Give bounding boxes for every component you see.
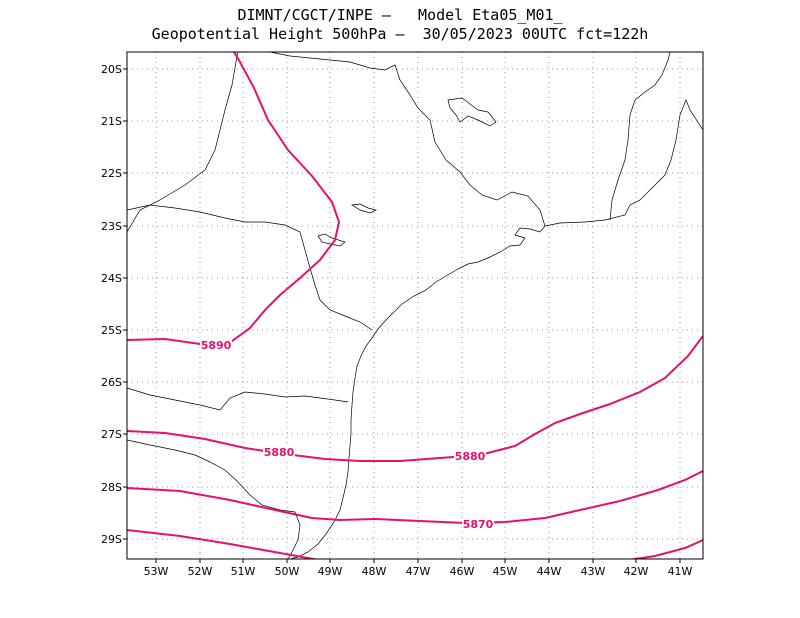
contour-label-5880-east: 5880 — [455, 450, 486, 463]
lat-tick-label: 21S — [101, 115, 122, 128]
contour-5890 — [127, 52, 341, 346]
contour-5870-south — [127, 529, 319, 559]
longitude-axis: 53W 52W 51W 50W 49W 48W 47W 46W 45W 44W … — [144, 565, 693, 578]
state-border-pr — [127, 204, 373, 331]
state-border-sp-rj — [269, 52, 546, 227]
lat-tick-label: 20S — [101, 63, 122, 76]
plot-frame — [126, 51, 704, 560]
contour-label-5870: 5870 — [463, 518, 494, 531]
lat-tick-label: 25S — [101, 324, 122, 337]
map-title-line1: DIMNT/CGCT/INPE – Model Eta05_M01_ — [237, 6, 563, 24]
lon-tick-label: 49W — [318, 565, 343, 578]
lon-tick-label: 43W — [581, 565, 606, 578]
lat-tick-label: 26S — [101, 376, 122, 389]
lon-tick-label: 46W — [450, 565, 475, 578]
reservoir-detail-2 — [317, 233, 346, 247]
lat-tick-label: 22S — [101, 167, 122, 180]
state-border-sc — [127, 387, 349, 411]
latitude-axis: 20S 21S 22S 23S 24S 25S 26S 27S 28S 29S — [101, 63, 122, 546]
lon-tick-label: 48W — [362, 565, 387, 578]
reservoir-detail — [350, 203, 378, 214]
state-border-mg-es — [609, 52, 671, 221]
state-border-ms-pr — [127, 52, 239, 233]
contour-label-bg — [263, 446, 295, 458]
contour-label-bg — [454, 450, 486, 462]
contour-5870 — [127, 470, 703, 525]
contour-label-5890: 5890 — [201, 339, 232, 352]
lon-tick-label: 45W — [493, 565, 518, 578]
lake-detail — [447, 97, 497, 127]
coastline-layer — [127, 52, 703, 559]
contour-label-5880-west: 5880 — [264, 446, 295, 459]
lat-tick-label: 29S — [101, 533, 122, 546]
lon-tick-label: 51W — [231, 565, 256, 578]
lon-tick-label: 42W — [624, 565, 649, 578]
coastline — [289, 99, 703, 559]
country-border-south — [127, 439, 301, 559]
lon-tick-label: 41W — [668, 565, 693, 578]
lat-tick-label: 24S — [101, 272, 122, 285]
contour-layer — [127, 52, 703, 559]
lat-tick-label: 27S — [101, 428, 122, 441]
lon-tick-label: 52W — [188, 565, 213, 578]
map-title-line2: Geopotential Height 500hPa – 30/05/2023 … — [151, 25, 649, 43]
graticule — [123, 52, 703, 563]
lon-tick-label: 53W — [144, 565, 169, 578]
lat-tick-label: 23S — [101, 220, 122, 233]
lon-tick-label: 50W — [275, 565, 300, 578]
lon-tick-label: 44W — [537, 565, 562, 578]
lat-tick-label: 28S — [101, 481, 122, 494]
contour-label-bg — [462, 518, 494, 530]
contour-label-bg — [200, 339, 232, 351]
contour-5860-corner — [628, 539, 703, 559]
lon-tick-label: 47W — [406, 565, 431, 578]
contour-5880-north — [127, 335, 703, 462]
